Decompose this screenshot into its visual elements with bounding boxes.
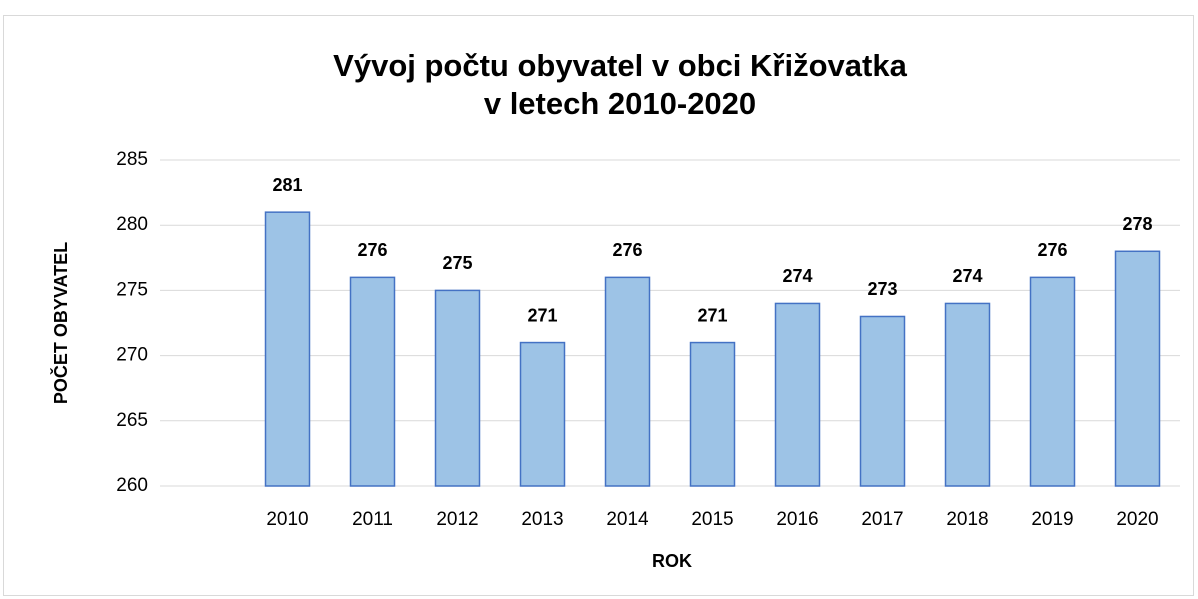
data-label: 276 [1037, 240, 1067, 260]
x-tick-label: 2015 [691, 509, 733, 530]
bar [774, 302, 821, 487]
x-tick-label: 2018 [946, 509, 988, 530]
x-tick-label: 2014 [606, 509, 649, 530]
y-tick-label: 275 [116, 279, 148, 300]
data-label: 271 [527, 305, 557, 325]
bar [434, 289, 481, 487]
bar [519, 341, 566, 487]
data-label: 274 [952, 266, 982, 286]
bar [604, 276, 651, 487]
data-label: 281 [272, 175, 302, 195]
chart-border [3, 15, 1194, 596]
x-tick-label: 2011 [352, 509, 393, 530]
bar [1114, 250, 1161, 487]
chart-title: v letech 2010-2020 [484, 86, 756, 121]
y-tick-label: 280 [116, 214, 148, 235]
bar [1029, 276, 1076, 487]
data-label: 276 [612, 240, 642, 260]
y-tick-label: 260 [116, 475, 148, 496]
data-label: 271 [697, 305, 727, 325]
x-tick-label: 2019 [1031, 509, 1073, 530]
data-label: 273 [867, 279, 897, 299]
x-tick-label: 2010 [266, 509, 308, 530]
data-label: 274 [782, 266, 812, 286]
bar [349, 276, 396, 487]
bar [944, 302, 991, 487]
y-tick-label: 285 [116, 149, 148, 170]
x-axis-label: ROK [652, 551, 692, 571]
y-tick-label: 265 [116, 410, 148, 431]
bar [264, 211, 311, 487]
data-label: 275 [442, 253, 472, 273]
bar [689, 341, 736, 487]
x-tick-label: 2016 [776, 509, 818, 530]
data-label: 278 [1122, 214, 1152, 234]
x-tick-label: 2020 [1116, 509, 1158, 530]
x-tick-label: 2013 [521, 509, 563, 530]
y-tick-label: 270 [116, 345, 148, 366]
bar [859, 315, 906, 487]
chart-title: Vývoj počtu obyvatel v obci Křižovatka [333, 48, 907, 83]
data-label: 276 [357, 240, 387, 260]
x-tick-label: 2017 [861, 509, 903, 530]
x-tick-label: 2012 [436, 509, 478, 530]
y-axis-label: POČET OBYVATEL [50, 242, 71, 404]
